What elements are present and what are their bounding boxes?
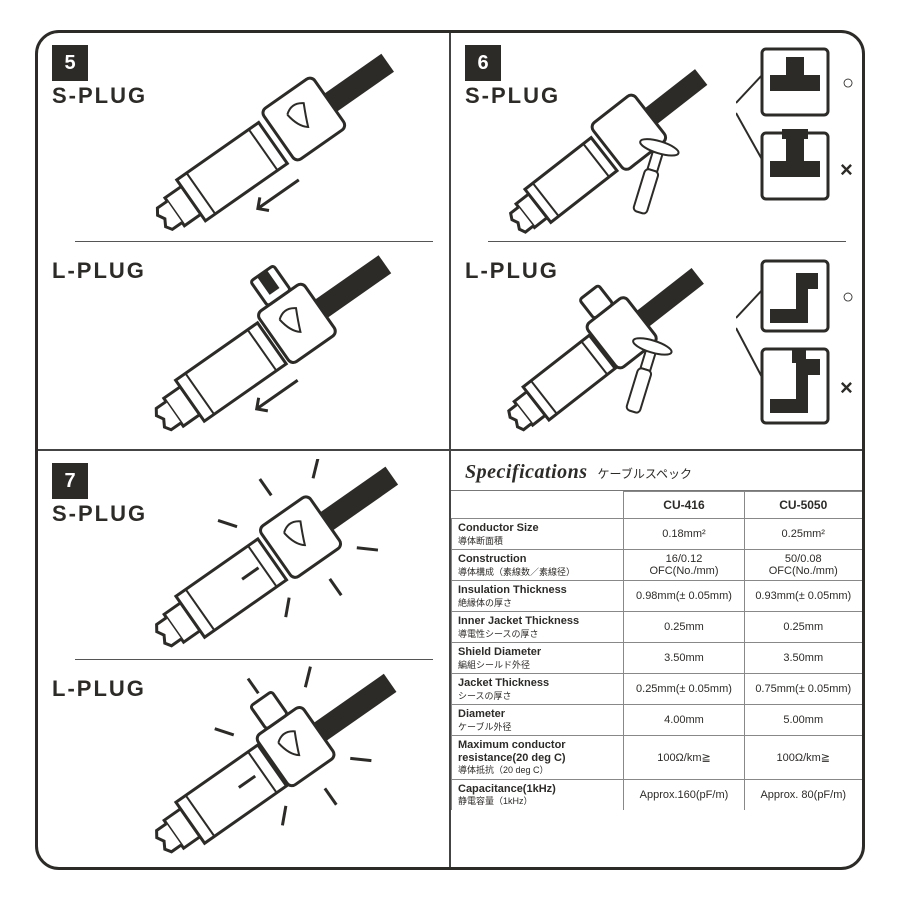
spec-title-en: Specifications [465,461,588,484]
panel6-splug-detail: ○ × [736,43,856,213]
spec-row-label: Inner Jacket Thickness導電性シースの厚さ [452,611,624,642]
spec-cell: 4.00mm [624,704,744,735]
spec-cell: 5.00mm [744,704,862,735]
spec-cell: 0.25mm [744,611,862,642]
spec-cell: 0.25mm [624,611,744,642]
panel-6: 6 S-PLUG L-PLUG [450,33,862,450]
panel6-lplug-detail: ○ × [736,253,856,433]
panel-5: 5 S-PLUG L-PLUG [38,33,450,450]
panel-7: 7 S-PLUG L-PLUG [38,450,450,867]
spec-row-label: Jacket Thicknessシースの厚さ [452,673,624,704]
spec-row-label: Capacitance(1kHz)静電容量（1kHz） [452,779,624,809]
spec-cell: 100Ω/km≧ [624,735,744,779]
spec-cell: 0.93mm(± 0.05mm) [744,580,862,611]
spec-cell: 16/0.12 OFC(No./mm) [624,549,744,580]
spec-col-2: CU-5050 [744,492,862,519]
spec-row-label: Construction導体構成（素線数／素線径） [452,549,624,580]
spec-row: Diameterケーブル外径4.00mm5.00mm [452,704,863,735]
panel7-splug-diagram [123,459,433,659]
spec-cell: 3.50mm [744,642,862,673]
svg-text:×: × [840,375,853,400]
spec-row-label: Conductor Size導体断面積 [452,519,624,550]
spec-row: Shield Diameter編組シールド外径3.50mm3.50mm [452,642,863,673]
spec-cell: Approx. 80(pF/m) [744,779,862,809]
spec-cell: 0.75mm(± 0.05mm) [744,673,862,704]
spec-row-label: Insulation Thickness絶縁体の厚さ [452,580,624,611]
panel5-lplug-diagram [123,248,423,443]
spec-panel: Specifications ケーブルスペック CU-416 CU-5050 C… [450,450,862,867]
spec-row: Insulation Thickness絶縁体の厚さ0.98mm(± 0.05m… [452,580,863,611]
spec-row: Construction導体構成（素線数／素線径）16/0.12 OFC(No.… [452,549,863,580]
spec-title: Specifications ケーブルスペック [451,451,862,491]
step-badge-5: 5 [52,45,88,81]
ng-mark: × [840,157,853,182]
svg-text:○: ○ [842,286,854,308]
panel5-divider [75,241,433,242]
panel7-lplug-diagram [123,665,433,865]
spec-cell: 0.98mm(± 0.05mm) [624,580,744,611]
spec-cell: 0.25mm(± 0.05mm) [624,673,744,704]
spec-cell: 3.50mm [624,642,744,673]
ok-mark: ○ [842,72,854,94]
spec-row: Jacket Thicknessシースの厚さ0.25mm(± 0.05mm)0.… [452,673,863,704]
spec-cell: 50/0.08 OFC(No./mm) [744,549,862,580]
panel6-splug-diagram [481,58,741,243]
step-badge-7: 7 [52,463,88,499]
spec-col-1: CU-416 [624,492,744,519]
spec-row-label: Shield Diameter編組シールド外径 [452,642,624,673]
spec-cell: 0.25mm² [744,519,862,550]
spec-cell: Approx.160(pF/m) [624,779,744,809]
instruction-frame: 5 S-PLUG L-PLUG [35,30,865,870]
spec-row: Conductor Size導体断面積0.18mm²0.25mm² [452,519,863,550]
spec-row: Capacitance(1kHz)静電容量（1kHz）Approx.160(pF… [452,779,863,809]
panel7-divider [75,659,433,660]
panel5-splug-diagram [123,48,423,238]
spec-title-jp: ケーブルスペック [598,465,692,482]
spec-row: Inner Jacket Thickness導電性シースの厚さ0.25mm0.2… [452,611,863,642]
spec-row-label: Diameterケーブル外径 [452,704,624,735]
spec-cell: 100Ω/km≧ [744,735,862,779]
spec-row: Maximum conductor resistance(20 deg C)導体… [452,735,863,779]
spec-table: CU-416 CU-5050 Conductor Size導体断面積0.18mm… [451,491,862,810]
panel6-lplug-diagram [481,255,741,445]
spec-row-label: Maximum conductor resistance(20 deg C)導体… [452,735,624,779]
spec-cell: 0.18mm² [624,519,744,550]
